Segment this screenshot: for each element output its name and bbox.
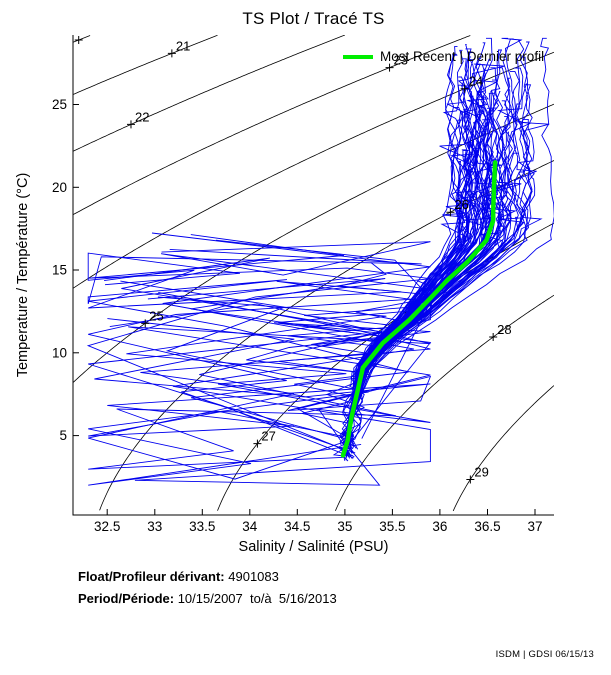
plot-legend: Most Recent | Dernier profil bbox=[343, 49, 544, 64]
y-tick-label: 20 bbox=[52, 180, 67, 195]
axes bbox=[72, 35, 554, 516]
x-tick-label: 33 bbox=[147, 519, 162, 534]
contour-label-plus bbox=[74, 36, 83, 45]
most-recent-profile-line bbox=[340, 160, 498, 458]
isopycnal-contour-28 bbox=[335, 294, 554, 511]
footer-metadata: Float/Profileur dérivant: 4901083 Period… bbox=[78, 566, 337, 610]
profile-line bbox=[349, 37, 554, 438]
profile-line bbox=[87, 248, 422, 439]
y-tick-label: 25 bbox=[52, 97, 67, 112]
contour-label-plus bbox=[446, 208, 455, 217]
float-id-line: Float/Profileur dérivant: 4901083 bbox=[78, 566, 337, 588]
isopycnal-labels: 21 22 23 24 25 26 27 28 29 bbox=[74, 36, 512, 484]
contour-label-text: 25 bbox=[149, 308, 163, 323]
profile-line bbox=[294, 267, 470, 457]
contour-label-text: 29 bbox=[474, 464, 488, 479]
axis-lines bbox=[72, 35, 554, 516]
x-tick-label: 36 bbox=[432, 519, 447, 534]
contour-label-text: 26 bbox=[454, 197, 468, 212]
profile-line bbox=[88, 257, 397, 470]
y-tick-label: 10 bbox=[52, 345, 67, 360]
y-axis-label: Temperature / Température (°C) bbox=[15, 173, 31, 378]
y-tick-label: 15 bbox=[52, 263, 67, 278]
profile-line bbox=[346, 37, 533, 435]
x-tick-label: 32.5 bbox=[94, 519, 120, 534]
x-tick-label: 34 bbox=[242, 519, 258, 534]
contour-label-plus bbox=[489, 332, 498, 341]
x-tick-label: 35.5 bbox=[379, 519, 405, 534]
contour-label-text: 22 bbox=[135, 109, 149, 124]
contour-label-plus bbox=[167, 49, 176, 58]
contour-label-text: 28 bbox=[497, 322, 511, 337]
profile-line bbox=[278, 280, 448, 458]
contour-label-plus bbox=[141, 319, 150, 328]
contour-label-text: 21 bbox=[176, 38, 190, 53]
x-tick-label: 35 bbox=[337, 519, 352, 534]
period-label: Period/Période: bbox=[78, 591, 175, 606]
axis-tick-labels: 32.5 33 33.5 34 34.5 35 35.5 36 36.5 37 5 10 15 20 25 bbox=[52, 97, 543, 534]
profile-line bbox=[126, 296, 431, 455]
ts-plot-canvas: 21 22 23 24 25 26 27 28 29 32.5 33 33.5 34 34.5 35 35.5… bbox=[15, 35, 554, 555]
x-tick-label: 34.5 bbox=[284, 519, 310, 534]
contour-label-plus bbox=[253, 439, 262, 448]
period-line: Period/Période: 10/15/2007 to/à 5/16/201… bbox=[78, 588, 337, 610]
profile-line bbox=[87, 252, 432, 439]
isopycnal-contour-23 bbox=[73, 35, 471, 216]
profile-line bbox=[88, 292, 431, 480]
x-tick-label: 37 bbox=[527, 519, 542, 534]
contour-label-text: 24 bbox=[469, 74, 483, 89]
x-tick-label: 36.5 bbox=[474, 519, 500, 534]
float-id-value: 4901083 bbox=[224, 569, 279, 584]
profile-line bbox=[88, 280, 369, 486]
float-id-label: Float/Profileur dérivant: bbox=[78, 569, 225, 584]
isopycnal-contour-29 bbox=[452, 385, 554, 512]
legend-line-swatch bbox=[343, 54, 373, 59]
profile-ensemble-lines bbox=[86, 37, 554, 486]
isopycnal-contour-22 bbox=[73, 35, 346, 152]
contour-label-text: 27 bbox=[261, 429, 275, 444]
profile-line bbox=[304, 295, 434, 450]
profile-line bbox=[161, 241, 432, 441]
contour-label-plus bbox=[385, 63, 394, 72]
isopycnal-contour-21 bbox=[73, 35, 218, 95]
chart-title: TS Plot / Tracé TS bbox=[242, 9, 385, 28]
y-tick-label: 5 bbox=[59, 428, 67, 443]
legend-label: Most Recent | Dernier profil bbox=[380, 49, 545, 64]
profile-line bbox=[342, 41, 533, 436]
contour-label-text: 23 bbox=[394, 53, 408, 68]
contour-label-plus bbox=[460, 84, 469, 93]
contour-label-plus bbox=[466, 475, 475, 484]
x-tick-label: 33.5 bbox=[189, 519, 215, 534]
watermark-text: ISDM | GDSI 06/15/13 bbox=[495, 649, 594, 660]
contour-label-plus bbox=[126, 120, 135, 129]
profile-line bbox=[88, 278, 386, 459]
isopycnal-contour-20 bbox=[73, 35, 91, 43]
profile-line bbox=[347, 83, 550, 445]
profile-line bbox=[88, 239, 432, 454]
profile-line bbox=[86, 234, 431, 451]
x-axis-label: Salinity / Salinité (PSU) bbox=[239, 539, 389, 555]
profile-line bbox=[345, 84, 533, 450]
period-value: 10/15/2007 to/à 5/16/2013 bbox=[174, 591, 337, 606]
